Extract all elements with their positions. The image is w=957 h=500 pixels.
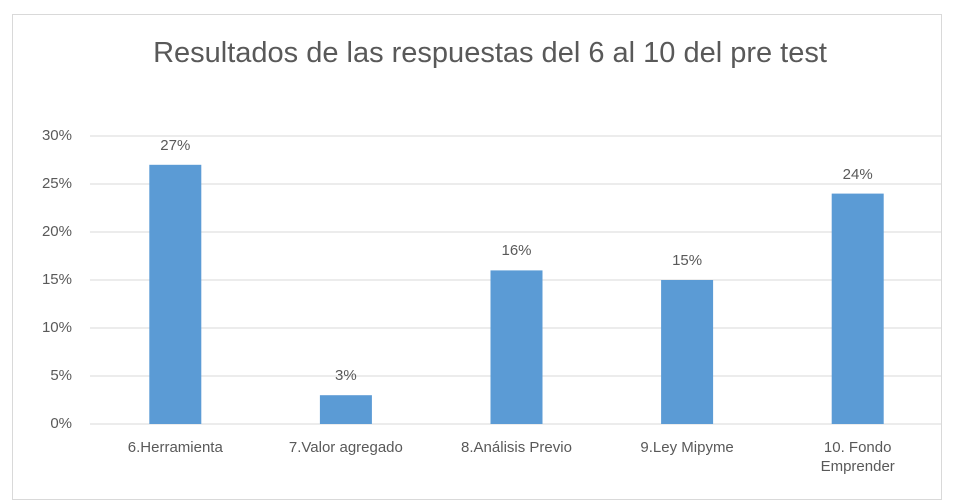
data-label: 24%: [842, 165, 873, 183]
y-tick-label: 0%: [50, 415, 72, 432]
bar: [831, 193, 884, 424]
y-tick-label: 10%: [41, 319, 72, 336]
y-tick-label: 30%: [41, 127, 72, 144]
y-tick-label: 20%: [41, 223, 72, 240]
x-tick-label: 9.Ley Mipyme: [640, 439, 734, 456]
data-label: 15%: [672, 252, 703, 269]
data-label: 3%: [335, 367, 357, 385]
bar: [661, 280, 714, 424]
y-tick-label: 5%: [50, 367, 72, 384]
x-tick-label: 6.Herramienta: [127, 439, 223, 456]
data-label: 27%: [160, 136, 191, 154]
x-tick-label: 8.Análisis Previo: [461, 439, 572, 456]
y-tick-label: 25%: [41, 175, 72, 192]
bar: [490, 270, 543, 424]
chart-title: Resultados de las respuestas del 6 al 10…: [153, 37, 827, 69]
bar: [149, 164, 202, 425]
x-tick-label: 7.Valor agregado: [288, 439, 403, 456]
data-label: 16%: [501, 242, 532, 260]
bar: [319, 395, 372, 424]
y-tick-label: 15%: [41, 271, 72, 288]
x-tick-label: 10. Fondo Emprender: [820, 439, 895, 475]
